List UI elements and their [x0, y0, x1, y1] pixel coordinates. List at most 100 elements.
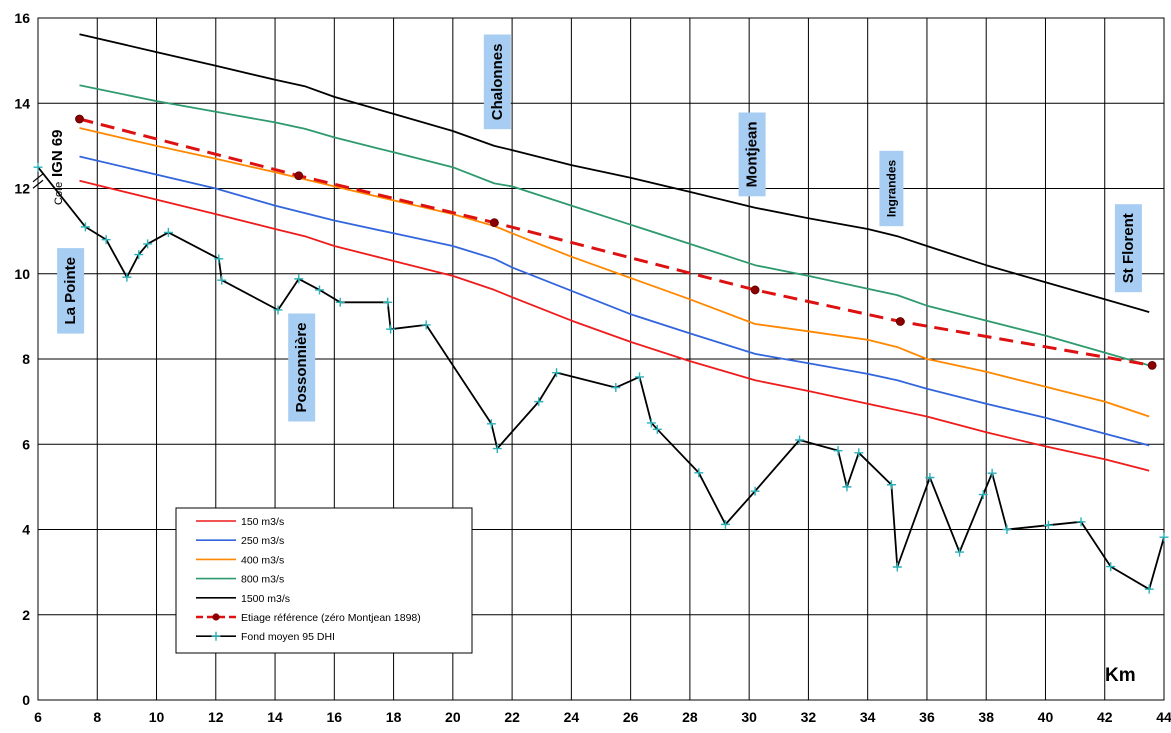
town-label-box — [288, 313, 316, 422]
series-line — [79, 155, 1150, 447]
town-label: Ingrandes — [879, 150, 904, 227]
data-point — [842, 482, 852, 492]
legend-label: 1500 m3/s — [241, 593, 290, 605]
town-label: La Pointe — [57, 248, 85, 334]
y-axis-label-main: IGN 69 — [49, 129, 66, 177]
y-axis-label: Cote IGN 69 — [49, 129, 66, 205]
town-label: St Florent — [1114, 204, 1142, 293]
series-layer — [33, 33, 1169, 594]
y-tick-label: 4 — [22, 522, 30, 538]
x-tick-label: 20 — [445, 709, 461, 725]
legend-marker — [211, 631, 221, 641]
data-point — [335, 297, 345, 307]
x-tick-label: 16 — [327, 709, 343, 725]
data-point — [294, 274, 304, 284]
data-point — [987, 468, 997, 478]
town-label-text: Ingrandes — [884, 160, 898, 218]
town-label-text: Possonnière — [293, 322, 310, 412]
town-label-box — [879, 150, 904, 227]
legend-label: Etiage référence (zéro Montjean 1898) — [241, 612, 421, 624]
data-point — [33, 162, 43, 172]
series-1 — [79, 155, 1150, 447]
legend-box — [175, 507, 473, 654]
legend-items: 150 m3/s 250 m3/s 400 m3/s 800 m3/s 1500 m3/… — [196, 516, 421, 643]
series-5 — [75, 114, 1157, 370]
x-tick-label: 26 — [623, 709, 639, 725]
data-point — [80, 222, 90, 232]
data-point — [750, 285, 760, 295]
data-point — [694, 468, 704, 478]
x-tick-label: 10 — [149, 709, 165, 725]
x-tick-label: 30 — [741, 709, 757, 725]
data-point — [635, 372, 645, 382]
data-point — [383, 297, 393, 307]
data-point — [652, 424, 662, 434]
data-point — [101, 235, 111, 245]
data-point — [795, 435, 805, 445]
series-line — [79, 117, 1153, 367]
legend-item: 800 m3/s — [196, 574, 284, 586]
town-label-text: Chalonnes — [489, 44, 506, 121]
data-point — [955, 547, 965, 557]
data-point — [750, 486, 760, 496]
legend-label: Fond moyen 95 DHI — [241, 631, 335, 643]
legend-item: 250 m3/s — [196, 535, 284, 547]
series-line — [79, 84, 1150, 367]
legend-item: 150 m3/s — [196, 516, 284, 528]
data-point — [214, 254, 224, 264]
data-point — [886, 480, 896, 490]
data-point — [1147, 360, 1157, 370]
series-3 — [79, 84, 1150, 367]
legend-item: Fond moyen 95 DHI — [196, 631, 335, 643]
series-6 — [33, 162, 1169, 594]
town-label-text: La Pointe — [62, 257, 79, 325]
y-axis-label-prefix: Cote — [53, 182, 65, 205]
data-point — [720, 519, 730, 529]
town-label-box — [1114, 204, 1142, 293]
data-point — [895, 317, 905, 326]
x-tick-label: 32 — [801, 709, 817, 725]
legend-label: 250 m3/s — [241, 535, 284, 547]
data-point — [833, 446, 843, 456]
axis-break-mark — [32, 173, 44, 189]
data-point — [925, 472, 935, 482]
x-tick-label: 38 — [978, 709, 994, 725]
data-point — [75, 114, 84, 124]
data-point — [646, 418, 656, 428]
data-point — [978, 490, 988, 500]
data-point — [122, 272, 132, 282]
data-point — [892, 562, 902, 572]
x-tick-label: 44 — [1156, 709, 1171, 725]
y-tick-label: 12 — [14, 181, 30, 197]
data-point — [534, 397, 544, 407]
town-label: Montjean — [738, 112, 766, 197]
data-point — [421, 320, 431, 330]
y-tick-label: 10 — [14, 266, 30, 282]
x-tick-label: 12 — [208, 709, 224, 725]
legend-label: 400 m3/s — [241, 554, 284, 566]
y-tick-label: 8 — [22, 351, 30, 367]
series-0 — [79, 179, 1150, 472]
x-tick-label: 14 — [267, 709, 283, 725]
data-point — [143, 239, 153, 249]
data-point — [552, 368, 562, 378]
data-point — [1076, 517, 1086, 527]
data-point — [163, 227, 173, 237]
town-label: Chalonnes — [483, 34, 511, 130]
data-point — [489, 218, 499, 228]
town-label-box — [57, 248, 85, 334]
legend-item: 400 m3/s — [196, 554, 284, 566]
data-point — [1159, 532, 1169, 542]
town-label: Possonnière — [288, 313, 316, 422]
legend-item: Etiage référence (zéro Montjean 1898) — [196, 612, 421, 624]
x-tick-label: 36 — [919, 709, 935, 725]
x-tick-label: 34 — [860, 709, 876, 725]
y-tick-label: 16 — [14, 10, 30, 26]
x-tick-label: 22 — [504, 709, 520, 725]
data-point — [1043, 520, 1053, 530]
data-point — [486, 419, 496, 429]
legend-label: 150 m3/s — [241, 516, 284, 528]
legend-marker — [212, 613, 220, 621]
